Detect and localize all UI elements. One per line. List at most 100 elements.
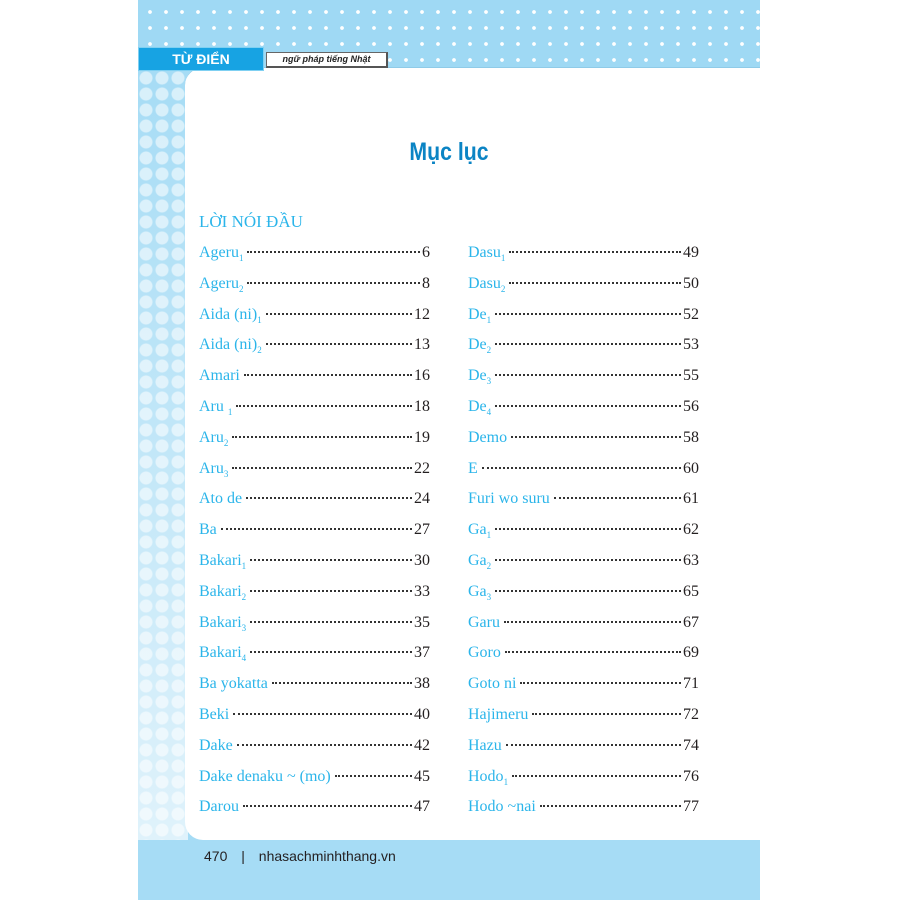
dot-leader	[512, 774, 681, 777]
entry-page: 16	[414, 367, 430, 385]
entry-page: 42	[414, 736, 430, 754]
dot-leader	[250, 589, 412, 592]
entry-name: Hajimeru	[468, 705, 529, 723]
entry-name: Bakari4	[199, 644, 247, 664]
toc-entry: Garu 67	[468, 614, 699, 645]
entry-name: Ageru2	[199, 274, 244, 294]
entry-page: 13	[414, 336, 430, 354]
dot-leader	[233, 712, 412, 715]
entry-subscript: 4	[241, 653, 247, 664]
entry-page: 8	[422, 274, 430, 292]
toc-entry: Ageru1 6	[199, 244, 430, 275]
entry-name: Ga1	[468, 521, 492, 541]
toc-entry: Bakari1 30	[199, 552, 430, 583]
entry-page: 49	[683, 244, 699, 261]
dot-leader	[532, 712, 681, 715]
entry-subscript: 3	[223, 468, 229, 479]
entry-subscript: 2	[257, 345, 262, 356]
entry-page: 55	[683, 367, 699, 385]
content-panel	[185, 67, 760, 840]
entry-name: Ba yokatta	[199, 675, 268, 693]
entry-page: 61	[683, 490, 699, 508]
entry-name: Goto ni	[468, 675, 517, 693]
toc-entry: Hodo1 76	[468, 768, 699, 799]
entry-page: 65	[683, 582, 699, 600]
dot-leader	[250, 620, 412, 623]
toc-entry: Ga3 65	[468, 583, 699, 614]
dot-leader	[334, 774, 412, 777]
toc-entry: Bakari2 33	[199, 583, 430, 614]
entry-name: Ato de	[199, 490, 243, 508]
dot-leader	[247, 281, 420, 284]
entry-name: Dake	[199, 736, 233, 754]
entry-subscript: 1	[238, 253, 244, 263]
toc-entry: Dake 42	[199, 737, 430, 768]
entry-page: 67	[683, 613, 699, 631]
entry-page: 40	[414, 705, 430, 723]
entry-page: 71	[683, 675, 699, 693]
toc-entry: Ato de 24	[199, 490, 430, 521]
dot-leader	[503, 620, 681, 623]
entry-page: 76	[683, 767, 699, 785]
dot-leader	[553, 497, 681, 500]
toc-entry: Hodo ~nai 77	[468, 798, 699, 829]
toc-entry: Hazu 74	[468, 737, 699, 768]
dot-leader	[495, 589, 681, 592]
entry-page: 24	[414, 490, 430, 508]
footer: 470 | nhasachminhthang.vn	[204, 848, 406, 864]
entry-name: Beki	[199, 705, 230, 723]
header-subtitle: ngữ pháp tiếng Nhật	[266, 52, 388, 68]
entry-name: Hazu	[468, 736, 502, 754]
entry-name: Furi wo suru	[468, 490, 550, 508]
dot-leader	[271, 682, 412, 685]
entry-subscript: 2	[241, 591, 247, 602]
entry-subscript: 1	[486, 530, 492, 541]
entry-subscript: 2	[238, 283, 244, 294]
footer-separator: |	[241, 848, 245, 864]
toc-entry: Bakari3 35	[199, 614, 430, 645]
entry-page: 77	[683, 798, 699, 816]
toc-entry: De1 52	[468, 306, 699, 337]
entry-subscript: 1	[241, 560, 247, 571]
toc-right-column: Dasu1 49 Dasu2 50 De1 52 De2 53 De3 55 De4 56 Demo 58…	[468, 244, 699, 829]
entry-name: Hodo1	[468, 767, 509, 787]
dot-leader	[509, 251, 681, 253]
dot-leader	[481, 466, 681, 469]
toc-entry: Goto ni 71	[468, 675, 699, 706]
page-number: 470	[204, 848, 228, 864]
toc-entry: Furi wo suru 61	[468, 490, 699, 521]
dot-leader	[247, 251, 420, 253]
entry-page: 12	[414, 305, 430, 323]
toc-entry: Amari 16	[199, 367, 430, 398]
entry-name: De3	[468, 367, 492, 387]
entry-subscript: 2	[223, 437, 229, 448]
entry-name: Goro	[468, 644, 501, 662]
entry-page: 53	[683, 336, 699, 354]
entry-name: Bakari3	[199, 613, 247, 633]
entry-name: De1	[468, 305, 492, 325]
dot-leader	[232, 435, 412, 438]
entry-page: 18	[414, 397, 430, 415]
dot-leader	[250, 558, 412, 561]
dot-leader	[505, 743, 681, 746]
entry-subscript: 1	[503, 776, 509, 787]
entry-subscript: 2	[500, 283, 506, 294]
entry-page: 47	[414, 798, 430, 816]
header-tag: TỪ ĐIỂN	[138, 47, 264, 71]
entry-name: Dasu1	[468, 244, 506, 263]
dot-leader	[243, 374, 412, 377]
entry-subscript: 1	[486, 314, 492, 325]
toc-entry: Demo 58	[468, 429, 699, 460]
entry-page: 50	[683, 274, 699, 292]
toc-intro: LỜI NÓI ĐẦU	[199, 212, 303, 231]
entry-page: 38	[414, 675, 430, 693]
toc-entry: Ga1 62	[468, 521, 699, 552]
entry-name: Ba	[199, 521, 217, 539]
entry-page: 74	[683, 736, 699, 754]
dot-leader	[265, 312, 412, 315]
entry-page: 37	[414, 644, 430, 662]
toc-left-column: Ageru1 6 Ageru2 8 Aida (ni)1 12 Aida (ni)2 13 Am…	[199, 244, 430, 829]
entry-name: Ageru1	[199, 244, 244, 263]
dot-leader	[520, 682, 681, 685]
entry-name: Aru 1	[199, 397, 233, 417]
